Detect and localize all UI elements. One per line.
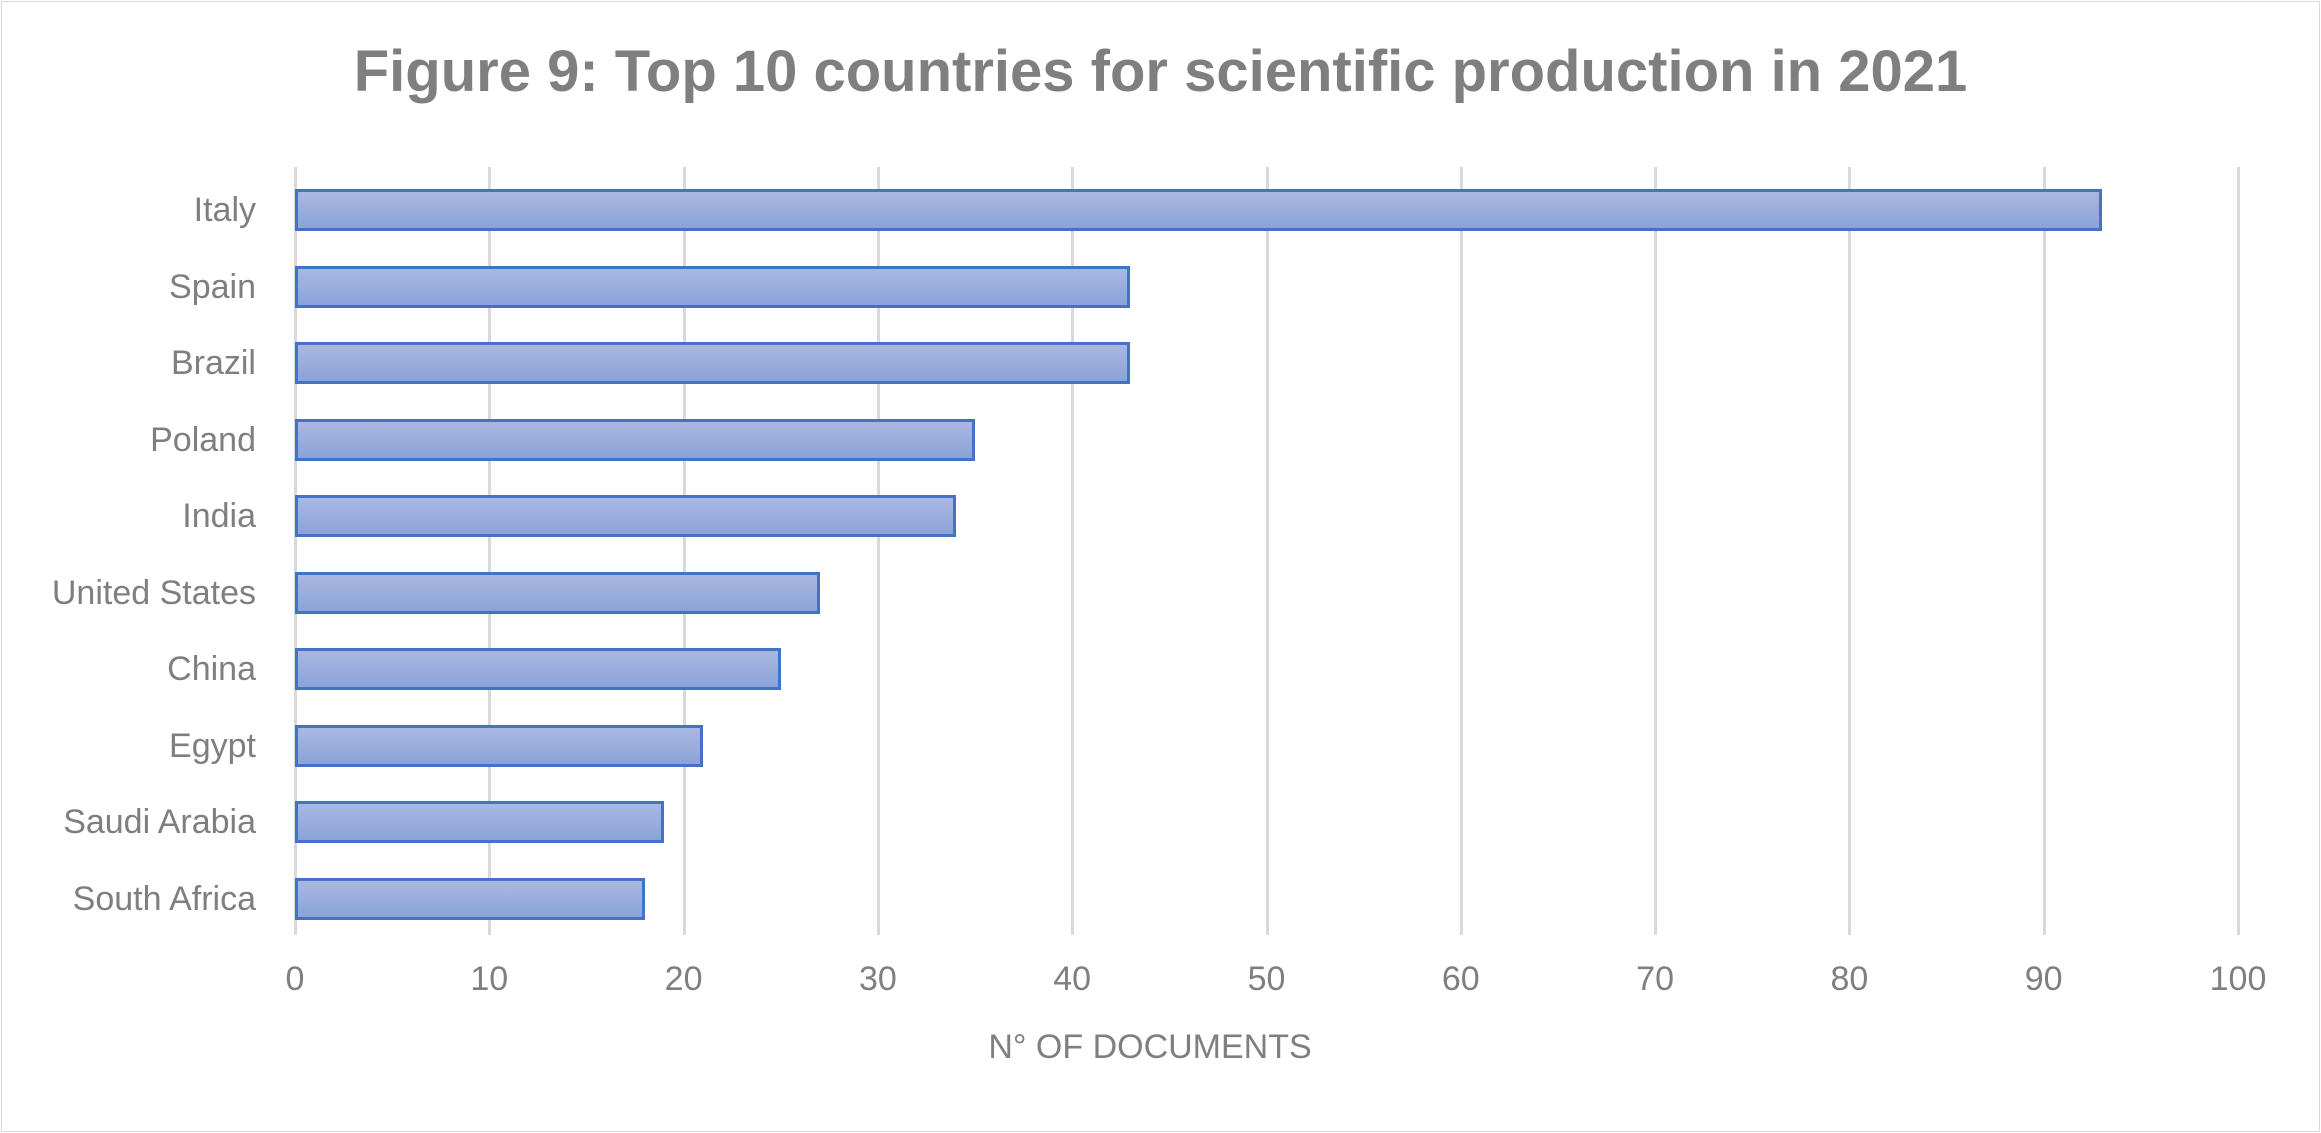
gridline <box>2237 167 2240 935</box>
gridline <box>488 167 492 935</box>
chart-title: Figure 9: Top 10 countries for scientifi… <box>353 39 1968 104</box>
category-label: South Africa <box>72 879 256 918</box>
category-label: India <box>182 497 256 535</box>
category-label: China <box>167 650 256 688</box>
category-label: Spain <box>169 267 256 306</box>
x-tick-label: 50 <box>1247 960 1286 998</box>
bar-united-states <box>295 571 820 614</box>
x-tick-label: 30 <box>858 960 897 998</box>
gridline <box>294 167 297 935</box>
category-label: Italy <box>193 191 256 229</box>
x-tick-label: 90 <box>2024 960 2063 998</box>
x-tick-label: 0 <box>285 960 305 998</box>
bar-spain <box>295 265 1131 308</box>
x-axis-title: N° OF DOCUMENTS <box>988 1028 1312 1066</box>
gridline <box>1459 167 1463 935</box>
bar-south-africa <box>295 877 645 920</box>
category-label: Egypt <box>169 726 256 765</box>
gridline <box>1265 167 1269 935</box>
x-tick-label: 80 <box>1830 960 1869 998</box>
category-label: Saudi Arabia <box>63 803 256 841</box>
bar-saudi-arabia <box>295 801 665 843</box>
x-tick-label: 10 <box>470 960 509 998</box>
bar-italy <box>295 189 2102 231</box>
x-tick-label: 70 <box>1636 960 1674 998</box>
x-tick-label: 100 <box>2209 960 2267 998</box>
x-tick-label: 20 <box>664 960 703 998</box>
gridline <box>1071 167 1075 935</box>
gridline <box>1848 167 1852 935</box>
x-tick-label: 40 <box>1053 960 1092 998</box>
bar-egypt <box>295 724 704 767</box>
category-label: United States <box>51 573 256 612</box>
plot-area <box>294 167 2240 935</box>
bar-india <box>295 495 956 537</box>
bar-china <box>295 648 781 690</box>
category-label: Brazil <box>170 344 256 382</box>
gridline <box>1654 167 1658 935</box>
gridline <box>682 167 686 935</box>
gridline <box>2042 167 2046 935</box>
x-tick-label: 60 <box>1441 960 1480 998</box>
category-label: Poland <box>150 420 256 459</box>
bar-poland <box>295 418 976 461</box>
bar-brazil <box>295 342 1131 384</box>
gridline <box>876 167 880 935</box>
